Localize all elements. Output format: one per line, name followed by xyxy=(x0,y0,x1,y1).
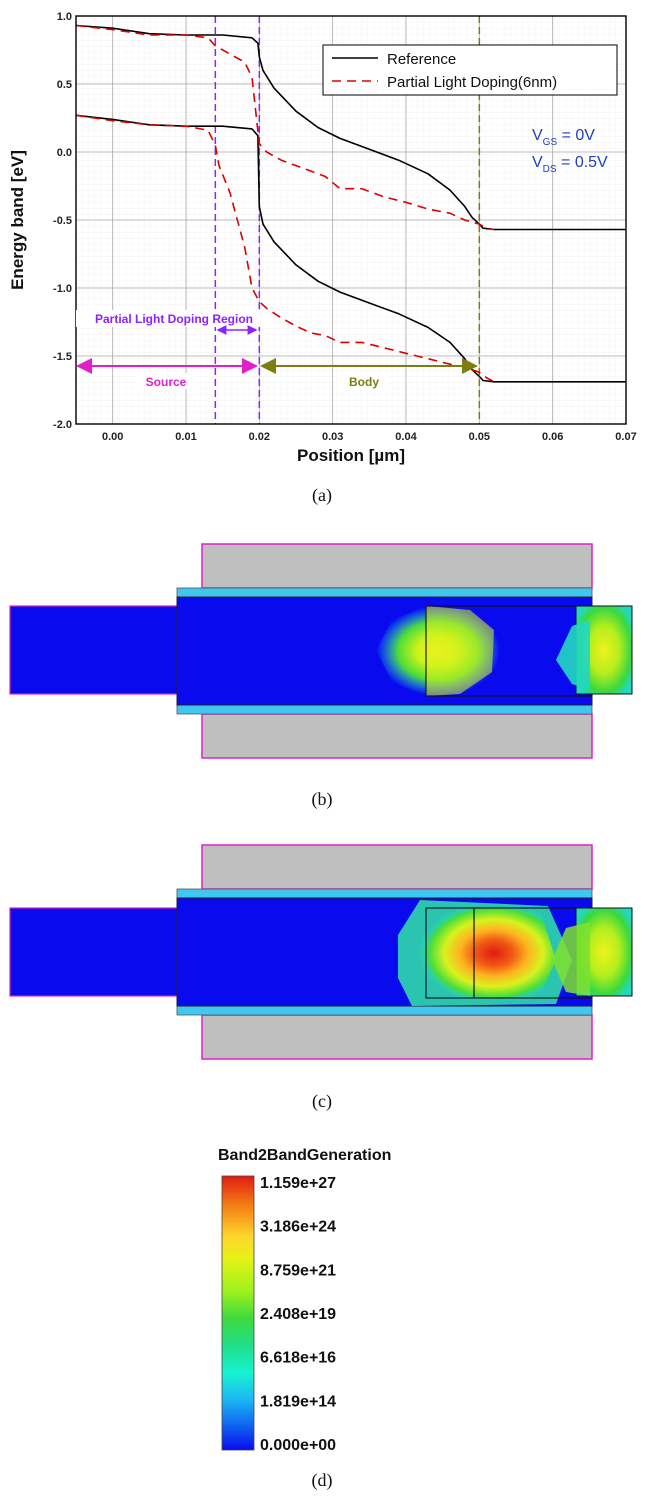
y-tick-label: -0.5 xyxy=(53,215,72,227)
source-region xyxy=(9,907,179,997)
drain-junction-hotspot-c xyxy=(552,922,590,996)
device-heatmap-b xyxy=(9,543,633,759)
x-tick-label: 0.02 xyxy=(249,431,270,443)
colorbar-tick-label: 6.618e+16 xyxy=(260,1350,336,1367)
x-tick-label: 0.07 xyxy=(615,431,636,443)
colorbar-legend: Band2BandGeneration 1.159e+27 3.186e+24 8.… xyxy=(218,1147,391,1454)
caption-b: (b) xyxy=(312,789,333,810)
gate-lower xyxy=(201,1014,593,1060)
gate-bottom xyxy=(201,713,593,759)
colorbar-tick-label: 1.159e+27 xyxy=(260,1175,336,1192)
pld-region-label: Partial Light Doping Region xyxy=(95,312,253,326)
y-tick-labels: 1.0 0.5 0.0 -0.5 -1.0 -1.5 -2.0 xyxy=(53,11,72,431)
pld-region-label-bg xyxy=(76,310,272,327)
drain-junction-hotspot-b xyxy=(556,620,590,690)
gate-top xyxy=(201,844,593,890)
y-tick-label: 0.5 xyxy=(57,79,72,91)
energy-band-chart: 0.00 0.01 0.02 0.03 0.04 0.05 0.06 0.07 1.0 0.5 0… xyxy=(8,11,637,465)
vgs-annotation: VGS = 0V xyxy=(532,127,595,148)
legend: Reference Partial Light Doping(6nm) xyxy=(322,44,618,96)
bias-annotation: VGS = 0V VDS = 0.5V xyxy=(532,127,608,175)
source-region xyxy=(9,605,179,695)
tunneling-hotspot-c xyxy=(418,906,556,1000)
legend-label-pld: Partial Light Doping(6nm) xyxy=(387,74,557,91)
vds-annotation: VDS = 0.5V xyxy=(532,154,608,175)
colorbar-tick-label: 3.186e+24 xyxy=(260,1219,336,1236)
tunneling-core-b xyxy=(426,606,494,696)
x-tick-labels: 0.00 0.01 0.02 0.03 0.04 0.05 0.06 0.07 xyxy=(102,431,637,443)
device-heatmap-c xyxy=(9,844,633,1060)
spacer-bottom xyxy=(176,1005,593,1016)
x-tick-label: 0.01 xyxy=(175,431,196,443)
series-reference-line xyxy=(75,114,626,383)
colorbar-tick-label: 2.408e+19 xyxy=(260,1306,336,1323)
body-label-bg xyxy=(340,373,388,389)
colorbar-title: Band2BandGeneration xyxy=(218,1147,391,1164)
caption-d: (d) xyxy=(312,1470,333,1491)
caption-c: (c) xyxy=(312,1091,332,1112)
y-tick-label: 0.0 xyxy=(57,147,72,159)
caption-a: (a) xyxy=(312,485,332,506)
x-tick-label: 0.06 xyxy=(542,431,563,443)
source-label-bg xyxy=(136,373,194,389)
colorbar-tick-label: 0.000e+00 xyxy=(260,1437,336,1454)
body-label: Body xyxy=(349,375,379,389)
x-tick-label: 0.05 xyxy=(469,431,490,443)
y-axis-label: Energy band [eV] xyxy=(8,150,27,290)
y-tick-label: -1.0 xyxy=(53,283,72,295)
colorbar-gradient xyxy=(221,1175,255,1451)
colorbar-labels: 1.159e+27 3.186e+24 8.759e+21 2.408e+19 6.61… xyxy=(260,1175,336,1454)
spacer-top xyxy=(176,888,593,899)
y-tick-label: -1.5 xyxy=(53,351,72,363)
plot-frame xyxy=(75,15,627,425)
gate-top xyxy=(201,543,593,589)
colorbar-tick-label: 1.819e+14 xyxy=(260,1393,336,1410)
x-axis-label: Position [µm] xyxy=(297,446,405,465)
source-label: Source xyxy=(146,375,187,389)
spacer-top xyxy=(176,587,593,598)
y-tick-label: -2.0 xyxy=(53,419,72,431)
x-tick-label: 0.00 xyxy=(102,431,123,443)
colorbar-tick-label: 8.759e+21 xyxy=(260,1262,336,1279)
y-tick-label: 1.0 xyxy=(57,11,72,23)
legend-box xyxy=(322,44,618,96)
spacer-bottom xyxy=(176,704,593,715)
x-tick-label: 0.04 xyxy=(395,431,417,443)
legend-label-reference: Reference xyxy=(387,51,456,68)
x-tick-label: 0.03 xyxy=(322,431,343,443)
